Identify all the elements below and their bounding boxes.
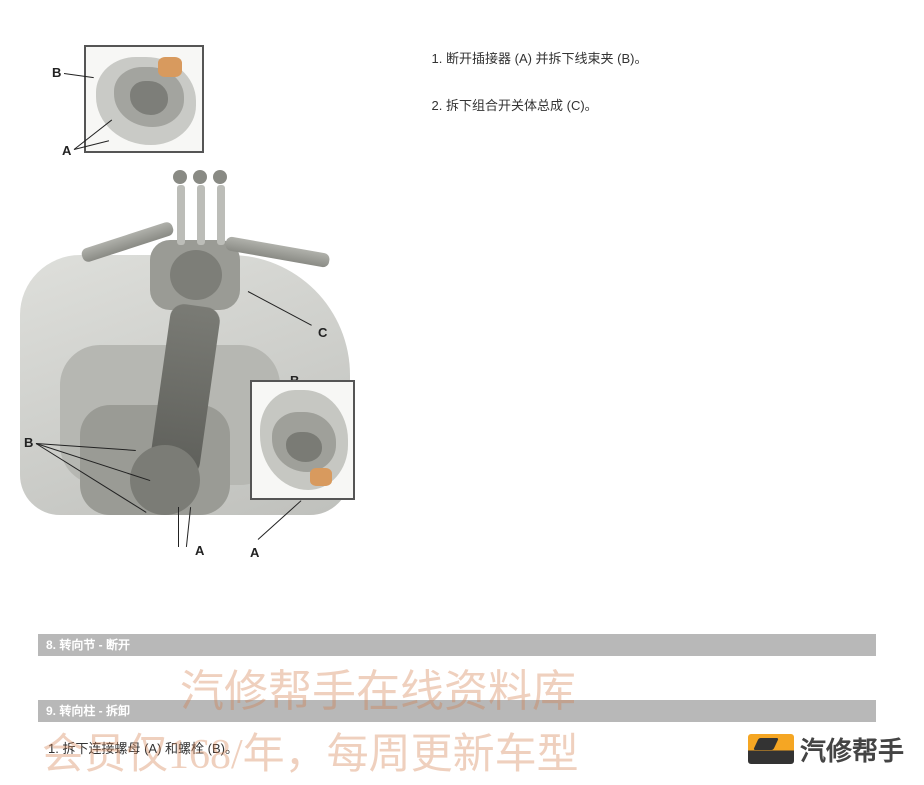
section-8-header: 8. 转向节 - 断开 — [38, 634, 876, 656]
brand-icon — [748, 734, 794, 764]
step-2: 拆下组合开关体总成 (C)。 — [446, 95, 878, 114]
inset-bottom — [250, 380, 355, 500]
label-C: C — [318, 325, 327, 340]
label-A-top: A — [62, 143, 71, 158]
step-1: 断开插接器 (A) 并拆下线束夹 (B)。 — [446, 48, 878, 67]
label-B-left: B — [24, 435, 33, 450]
section-9-header: 9. 转向柱 - 拆卸 — [38, 700, 876, 722]
brand-badge: 汽修帮手 — [748, 728, 904, 770]
label-A-mid: A — [195, 543, 204, 558]
section-9-step-1: 1. 拆下连接螺母 (A) 和螺栓 (B)。 — [48, 738, 238, 757]
diagram-combination-switch: B A C B B — [20, 45, 380, 575]
label-B-top: B — [52, 65, 61, 80]
instruction-list: 断开插接器 (A) 并拆下线束夹 (B)。 拆下组合开关体总成 (C)。 — [428, 48, 878, 142]
page: B A C B B — [0, 0, 924, 785]
section-8-title: 8. 转向节 - 断开 — [46, 638, 130, 652]
inset-top — [84, 45, 204, 153]
section-9-title: 9. 转向柱 - 拆卸 — [46, 704, 130, 718]
label-A-inset: A — [250, 545, 259, 560]
brand-text: 汽修帮手 — [800, 731, 904, 768]
